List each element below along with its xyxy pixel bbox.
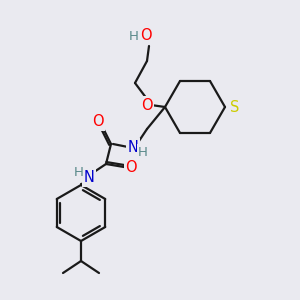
Text: O: O: [125, 160, 137, 175]
Text: H: H: [74, 167, 84, 179]
Text: O: O: [92, 115, 104, 130]
Text: N: N: [84, 170, 94, 185]
Text: O: O: [140, 28, 152, 43]
Text: H: H: [129, 31, 139, 44]
Text: O: O: [141, 98, 153, 112]
Text: N: N: [128, 140, 138, 154]
Text: H: H: [138, 146, 148, 158]
Text: S: S: [230, 100, 239, 115]
